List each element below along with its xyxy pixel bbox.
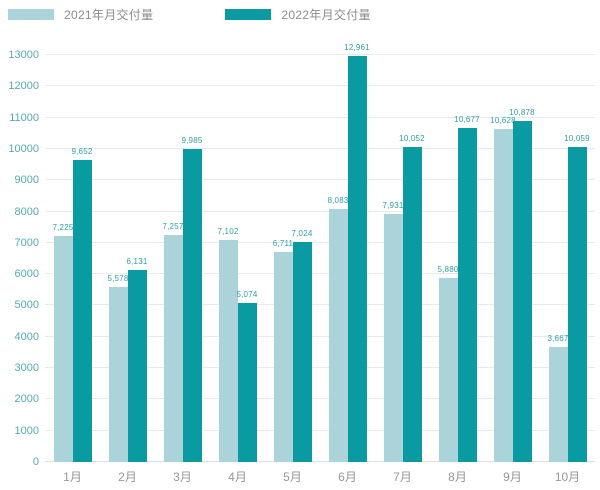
- gridline: [45, 85, 595, 87]
- bar-value-label: 10,052: [399, 134, 425, 144]
- bar-value-label: 8,083: [327, 195, 349, 205]
- gridline: [45, 273, 595, 275]
- bar-value-label: 9,985: [181, 136, 203, 146]
- bar-2022年月交付量-9月: 10,878: [509, 108, 535, 462]
- bar-2021年月交付量-2月: 5,578: [107, 274, 128, 462]
- bar-value-label: 7,225: [52, 222, 74, 232]
- bar-group-8月: 5,880 10,677: [430, 55, 485, 462]
- bar-2022年月交付量-7月: 10,052: [399, 134, 425, 462]
- gridline: [45, 210, 595, 212]
- bar-2021年月交付量-7月: 7,931: [382, 201, 403, 462]
- x-tick-label-10月: 10月: [554, 470, 581, 484]
- legend-swatch-2021-icon: [8, 8, 54, 20]
- y-tick-label: 8000: [14, 205, 39, 218]
- x-tick-label-2月: 2月: [118, 470, 137, 484]
- bar-group-7月: 7,931 10,052: [375, 55, 430, 462]
- y-tick-label: 7000: [14, 236, 39, 249]
- legend-label-2022: 2022年月交付量: [281, 7, 371, 22]
- y-tick-label: 6000: [14, 268, 39, 281]
- bar-2021年月交付量-10月: 3,667: [547, 334, 568, 462]
- bar-group-6月: 8,083 12,961: [320, 43, 375, 462]
- legend-item-2022[interactable]: 2022年月交付量: [225, 6, 371, 23]
- y-tick-label: 5000: [14, 299, 39, 312]
- x-tick-label-9月: 9月: [503, 470, 522, 484]
- bar-2021年月交付量-8月: 5,880: [437, 265, 458, 462]
- bar-value-label: 7,024: [291, 229, 313, 239]
- legend-label-2021: 2021年月交付量: [64, 7, 154, 22]
- x-tick-label-8月: 8月: [448, 470, 467, 484]
- bar-2021年月交付量-1月: 7,225: [52, 223, 73, 462]
- bar-2022年月交付量-6月: 12,961: [344, 43, 370, 462]
- gridline: [45, 147, 595, 149]
- bar-value-label: 5,074: [236, 290, 258, 300]
- x-tick-label-4月: 4月: [228, 470, 247, 484]
- bar-2021年月交付量-5月: 6,711: [273, 239, 293, 462]
- bar-value-label: 12,961: [344, 43, 370, 53]
- bar-2022年月交付量-10月: 10,059: [564, 134, 590, 462]
- y-tick-label: 1000: [14, 424, 39, 437]
- bar-group-10月: 3,667 10,059: [540, 55, 595, 462]
- y-tick-label: 11000: [9, 111, 39, 124]
- y-tick-label: 13000: [8, 49, 39, 61]
- bar-2022年月交付量-2月: 6,131: [126, 257, 147, 462]
- x-tick-label-1月: 1月: [63, 470, 82, 484]
- x-tick-label-5月: 5月: [283, 470, 302, 484]
- bar-value-label: 10,059: [564, 134, 590, 144]
- bar-2021年月交付量-6月: 8,083: [327, 196, 348, 462]
- gridline: [45, 241, 595, 243]
- x-axis-labels: 1月 2月 3月 4月 5月 6月 7月 8月 9月 10月: [45, 468, 595, 485]
- x-tick-label-7月: 7月: [393, 470, 412, 484]
- bar-value-label: 3,667: [547, 334, 569, 344]
- bar-value-label: 9,652: [71, 146, 93, 156]
- bar-group-3月: 7,257 9,985: [155, 55, 210, 462]
- gridline: [45, 179, 595, 181]
- y-tick-label: 12000: [8, 80, 39, 93]
- bar-group-5月: 6,711 7,024: [265, 55, 320, 462]
- gridline: [45, 367, 595, 369]
- bar-2022年月交付量-1月: 9,652: [71, 147, 92, 462]
- bar-value-label: 7,931: [382, 200, 404, 210]
- bar-2022年月交付量-4月: 5,074: [236, 290, 257, 462]
- legend-item-2021[interactable]: 2021年月交付量: [8, 6, 153, 23]
- y-tick-label: 2000: [14, 393, 39, 406]
- gridline: [45, 54, 595, 55]
- bar-2022年月交付量-8月: 10,677: [454, 115, 480, 462]
- bar-value-label: 5,578: [107, 274, 129, 284]
- bar-value-label: 6,131: [126, 257, 148, 267]
- y-tick-label: 4000: [14, 330, 39, 343]
- legend-swatch-2022-icon: [225, 8, 272, 20]
- bar-value-label: 5,880: [437, 264, 459, 274]
- x-tick-label-3月: 3月: [173, 470, 192, 484]
- gridline: [45, 304, 595, 306]
- y-tick-label: 3000: [14, 362, 39, 375]
- bar-2021年月交付量-4月: 7,102: [217, 227, 238, 462]
- y-tick-label: 0: [32, 456, 39, 468]
- y-tick-label: 10000: [8, 142, 39, 155]
- x-tick-label-6月: 6月: [338, 470, 357, 484]
- chart-legend: 2021年月交付量 2022年月交付量: [8, 6, 371, 23]
- plot-area: 0 1000 2000 3000 4000 5000 6000 7000 8000 9000 100…: [8, 43, 595, 468]
- gridline: [45, 461, 595, 462]
- bar-group-4月: 7,102 5,074: [210, 55, 265, 462]
- bar-value-label: 10,628: [490, 116, 516, 126]
- gridline: [45, 116, 595, 118]
- bar-2022年月交付量-3月: 9,985: [181, 136, 202, 462]
- bar-2021年月交付量-3月: 7,257: [162, 222, 183, 462]
- bar-group-1月: 7,225 9,652: [45, 55, 100, 462]
- gridline: [45, 335, 595, 337]
- bar-value-label: 7,102: [217, 226, 239, 236]
- bar-value-label: 6,711: [272, 238, 294, 248]
- bar-2021年月交付量-9月: 10,628: [490, 116, 516, 462]
- bar-value-label: 10,878: [509, 108, 535, 118]
- bar-value-label: 10,677: [454, 114, 480, 124]
- bar-group-2月: 5,578 6,131: [100, 55, 155, 462]
- bar-2022年月交付量-5月: 7,024: [291, 229, 312, 462]
- gridline: [45, 429, 595, 431]
- bar-group-9月: 10,628 10,878: [485, 55, 540, 462]
- y-tick-label: 9000: [14, 174, 39, 187]
- bar-value-label: 7,257: [162, 221, 184, 231]
- bar-groups: 7,225 9,652 5,578 6,131 7,257 9,985 7,102 5,074…: [45, 43, 595, 462]
- gridline: [45, 398, 595, 400]
